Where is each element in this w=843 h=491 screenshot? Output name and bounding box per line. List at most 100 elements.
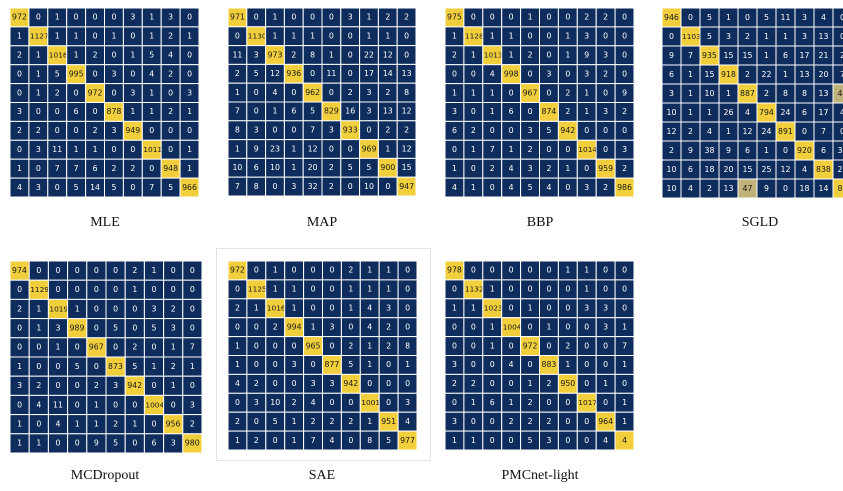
heatmap-cell-label: 0	[190, 266, 195, 275]
heatmap-cell-label: 1	[452, 436, 457, 445]
heatmap-cell-label: 1	[74, 32, 79, 41]
heatmap-cell	[397, 430, 417, 450]
heatmap-cell-label: 0	[171, 266, 176, 275]
heatmap-cell-label: 0	[490, 13, 495, 22]
heatmap-cell-label: 2	[17, 126, 22, 135]
heatmap-cell-label: 998	[504, 69, 519, 78]
heatmap-cell-label: 0	[187, 126, 192, 135]
heatmap-cell-label: 0	[130, 32, 135, 41]
heatmap-cell-label: 0	[565, 304, 570, 313]
heatmap-cell-label: 0	[584, 341, 589, 350]
heatmap-cell-label: 1	[367, 417, 372, 426]
heatmap-cell-label: 2	[130, 164, 135, 173]
heatmap-cell-label: 965	[306, 341, 321, 350]
heatmap-cell-label: 1	[622, 322, 627, 331]
heatmap-cell-label: 0	[273, 125, 278, 134]
heatmap-cell-label: 0	[187, 13, 192, 22]
heatmap-cell-label: 38	[705, 146, 715, 155]
heatmap-cell-label: 2	[113, 420, 118, 429]
heatmap-cell-label: 0	[386, 379, 391, 388]
heatmap-cell-label: 6	[688, 165, 693, 174]
heatmap-cell-label: 0	[235, 31, 240, 40]
heatmap-cell-label: 2	[17, 304, 22, 313]
heatmap-cell-label: 0	[385, 182, 390, 191]
heatmap-cell-label: 1	[385, 144, 390, 153]
heatmap-cell	[614, 430, 634, 450]
heatmap-cell-label: 0	[528, 32, 533, 41]
heatmap-cell-label: 7	[235, 107, 240, 116]
heatmap-cell-label: 0	[584, 126, 589, 135]
heatmap-cell-label: 3	[622, 145, 627, 154]
heatmap-cell-label: 0	[528, 107, 533, 116]
matrix-caption: SAE	[308, 468, 336, 483]
heatmap-cell-label: 933	[343, 125, 358, 134]
heatmap-cell-label: 1	[132, 285, 137, 294]
heatmap-cell-label: 11	[781, 13, 791, 22]
heatmap-cell-label: 1	[367, 13, 372, 22]
heatmap-cell-label: 0	[565, 13, 570, 22]
heatmap-cell-label: 0	[348, 50, 353, 59]
heatmap-cell-label: 1	[367, 285, 372, 294]
heatmap-cell-label: 2	[509, 417, 514, 426]
heatmap-cell-label: 0	[452, 285, 457, 294]
heatmap-cell-label: 7	[235, 182, 240, 191]
heatmap-cell-label: 3	[452, 360, 457, 369]
heatmap-cell-label: 0	[56, 362, 61, 371]
heatmap-cell-label: 0	[405, 285, 410, 294]
heatmap-cell-label: 9	[584, 51, 589, 60]
heatmap-cell-label: 1	[17, 420, 22, 429]
heatmap-cell-label: 951	[381, 417, 396, 426]
heatmap-cell-label: 3	[254, 50, 259, 59]
heatmap-cell-label: 7	[149, 183, 154, 192]
heatmap-cell-label: 0	[688, 13, 693, 22]
heatmap-cell-label: 0	[187, 69, 192, 78]
heatmap-cell-label: 1	[190, 362, 195, 371]
heatmap-cell-label: 0	[17, 88, 22, 97]
heatmap-cell-label: 2	[132, 266, 137, 275]
heatmap-cell-label: 1	[622, 398, 627, 407]
heatmap-cell-label: 0	[452, 398, 457, 407]
heatmap-cell-label: 1	[187, 164, 192, 173]
heatmap-cell-label: 0	[75, 439, 80, 448]
heatmap-cell-label: 3	[584, 69, 589, 78]
heatmap-cell-label: 3	[546, 436, 551, 445]
heatmap-cell-label: 11	[53, 400, 63, 409]
heatmap-cell-label: 10	[667, 108, 677, 117]
heatmap-cell-label: 0	[490, 126, 495, 135]
heatmap-cell-label: 0	[190, 285, 195, 294]
heatmap-cell-label: 956	[166, 420, 181, 429]
heatmap-cell-label: 13	[819, 32, 829, 41]
heatmap-cell-label: 1	[528, 13, 533, 22]
heatmap-cell-label: 1011	[143, 145, 162, 154]
heatmap-cell-label: 1	[584, 266, 589, 275]
heatmap-cell-label: 0	[471, 107, 476, 116]
heatmap-cell-label: 0	[367, 379, 372, 388]
heatmap-cell-label: 0	[93, 13, 98, 22]
heatmap-cell-label: 34	[838, 146, 843, 155]
heatmap-cell-label: 1	[726, 127, 731, 136]
heatmap-cell-label: 0	[36, 13, 41, 22]
heatmap-cell-label: 2	[190, 420, 195, 429]
heatmap-cell-label: 1	[310, 31, 315, 40]
heatmap-cell-label: 0	[291, 88, 296, 97]
heatmap-cell-label: 20	[819, 70, 829, 79]
heatmap-cell-label: 0	[471, 341, 476, 350]
heatmap-cell-label: 1019	[49, 304, 68, 313]
heatmap-cell-label: 2	[171, 362, 176, 371]
heatmap-cell-label: 13	[402, 69, 412, 78]
heatmap-cell-label: 5	[528, 183, 533, 192]
heatmap-cell-label: 1	[726, 13, 731, 22]
heatmap-cell-label: 9	[688, 146, 693, 155]
heatmap-cell-label: 948	[163, 164, 178, 173]
heatmap-cell-label: 2	[168, 32, 173, 41]
heatmap-cell-label: 3	[329, 125, 334, 134]
heatmap-svg: 975 0 0 0 1 0 0 2 2 01 1128 1 1 0 0 1 3 0 02 1 1013 1 2 0 1 9 3 00 0…	[445, 8, 634, 197]
heatmap-cell-label: 4	[802, 165, 807, 174]
heatmap-cell-label: 1	[235, 88, 240, 97]
heatmap-cell-label: 1	[490, 322, 495, 331]
heatmap-cell-label: 3	[603, 322, 608, 331]
heatmap-cell-label: 4	[707, 127, 712, 136]
heatmap-cell-label: 0	[584, 436, 589, 445]
heatmap-cell-label: 972	[230, 266, 245, 275]
heatmap-cell-label: 6	[669, 70, 674, 79]
